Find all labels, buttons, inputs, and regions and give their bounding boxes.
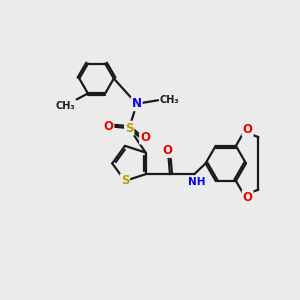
Text: CH₃: CH₃ bbox=[160, 95, 179, 105]
Text: S: S bbox=[125, 122, 134, 135]
Text: O: O bbox=[243, 191, 253, 204]
Text: N: N bbox=[132, 97, 142, 110]
Text: O: O bbox=[243, 123, 253, 136]
Text: S: S bbox=[121, 174, 129, 188]
Text: O: O bbox=[162, 144, 172, 157]
Text: O: O bbox=[140, 130, 150, 144]
Text: CH₃: CH₃ bbox=[56, 101, 75, 111]
Text: O: O bbox=[103, 120, 113, 133]
Text: NH: NH bbox=[188, 177, 206, 187]
